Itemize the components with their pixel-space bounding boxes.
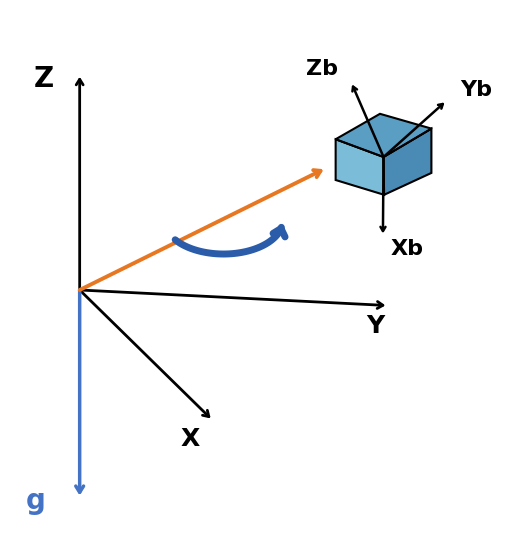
Polygon shape	[383, 128, 431, 195]
Text: Xb: Xb	[391, 239, 424, 259]
Text: Yb: Yb	[460, 79, 492, 100]
Polygon shape	[336, 139, 384, 195]
Text: Z: Z	[33, 65, 54, 93]
Text: Y: Y	[366, 314, 384, 338]
Text: X: X	[180, 427, 200, 451]
Text: Zb: Zb	[306, 59, 338, 79]
Polygon shape	[336, 114, 431, 157]
Text: g: g	[26, 487, 46, 515]
